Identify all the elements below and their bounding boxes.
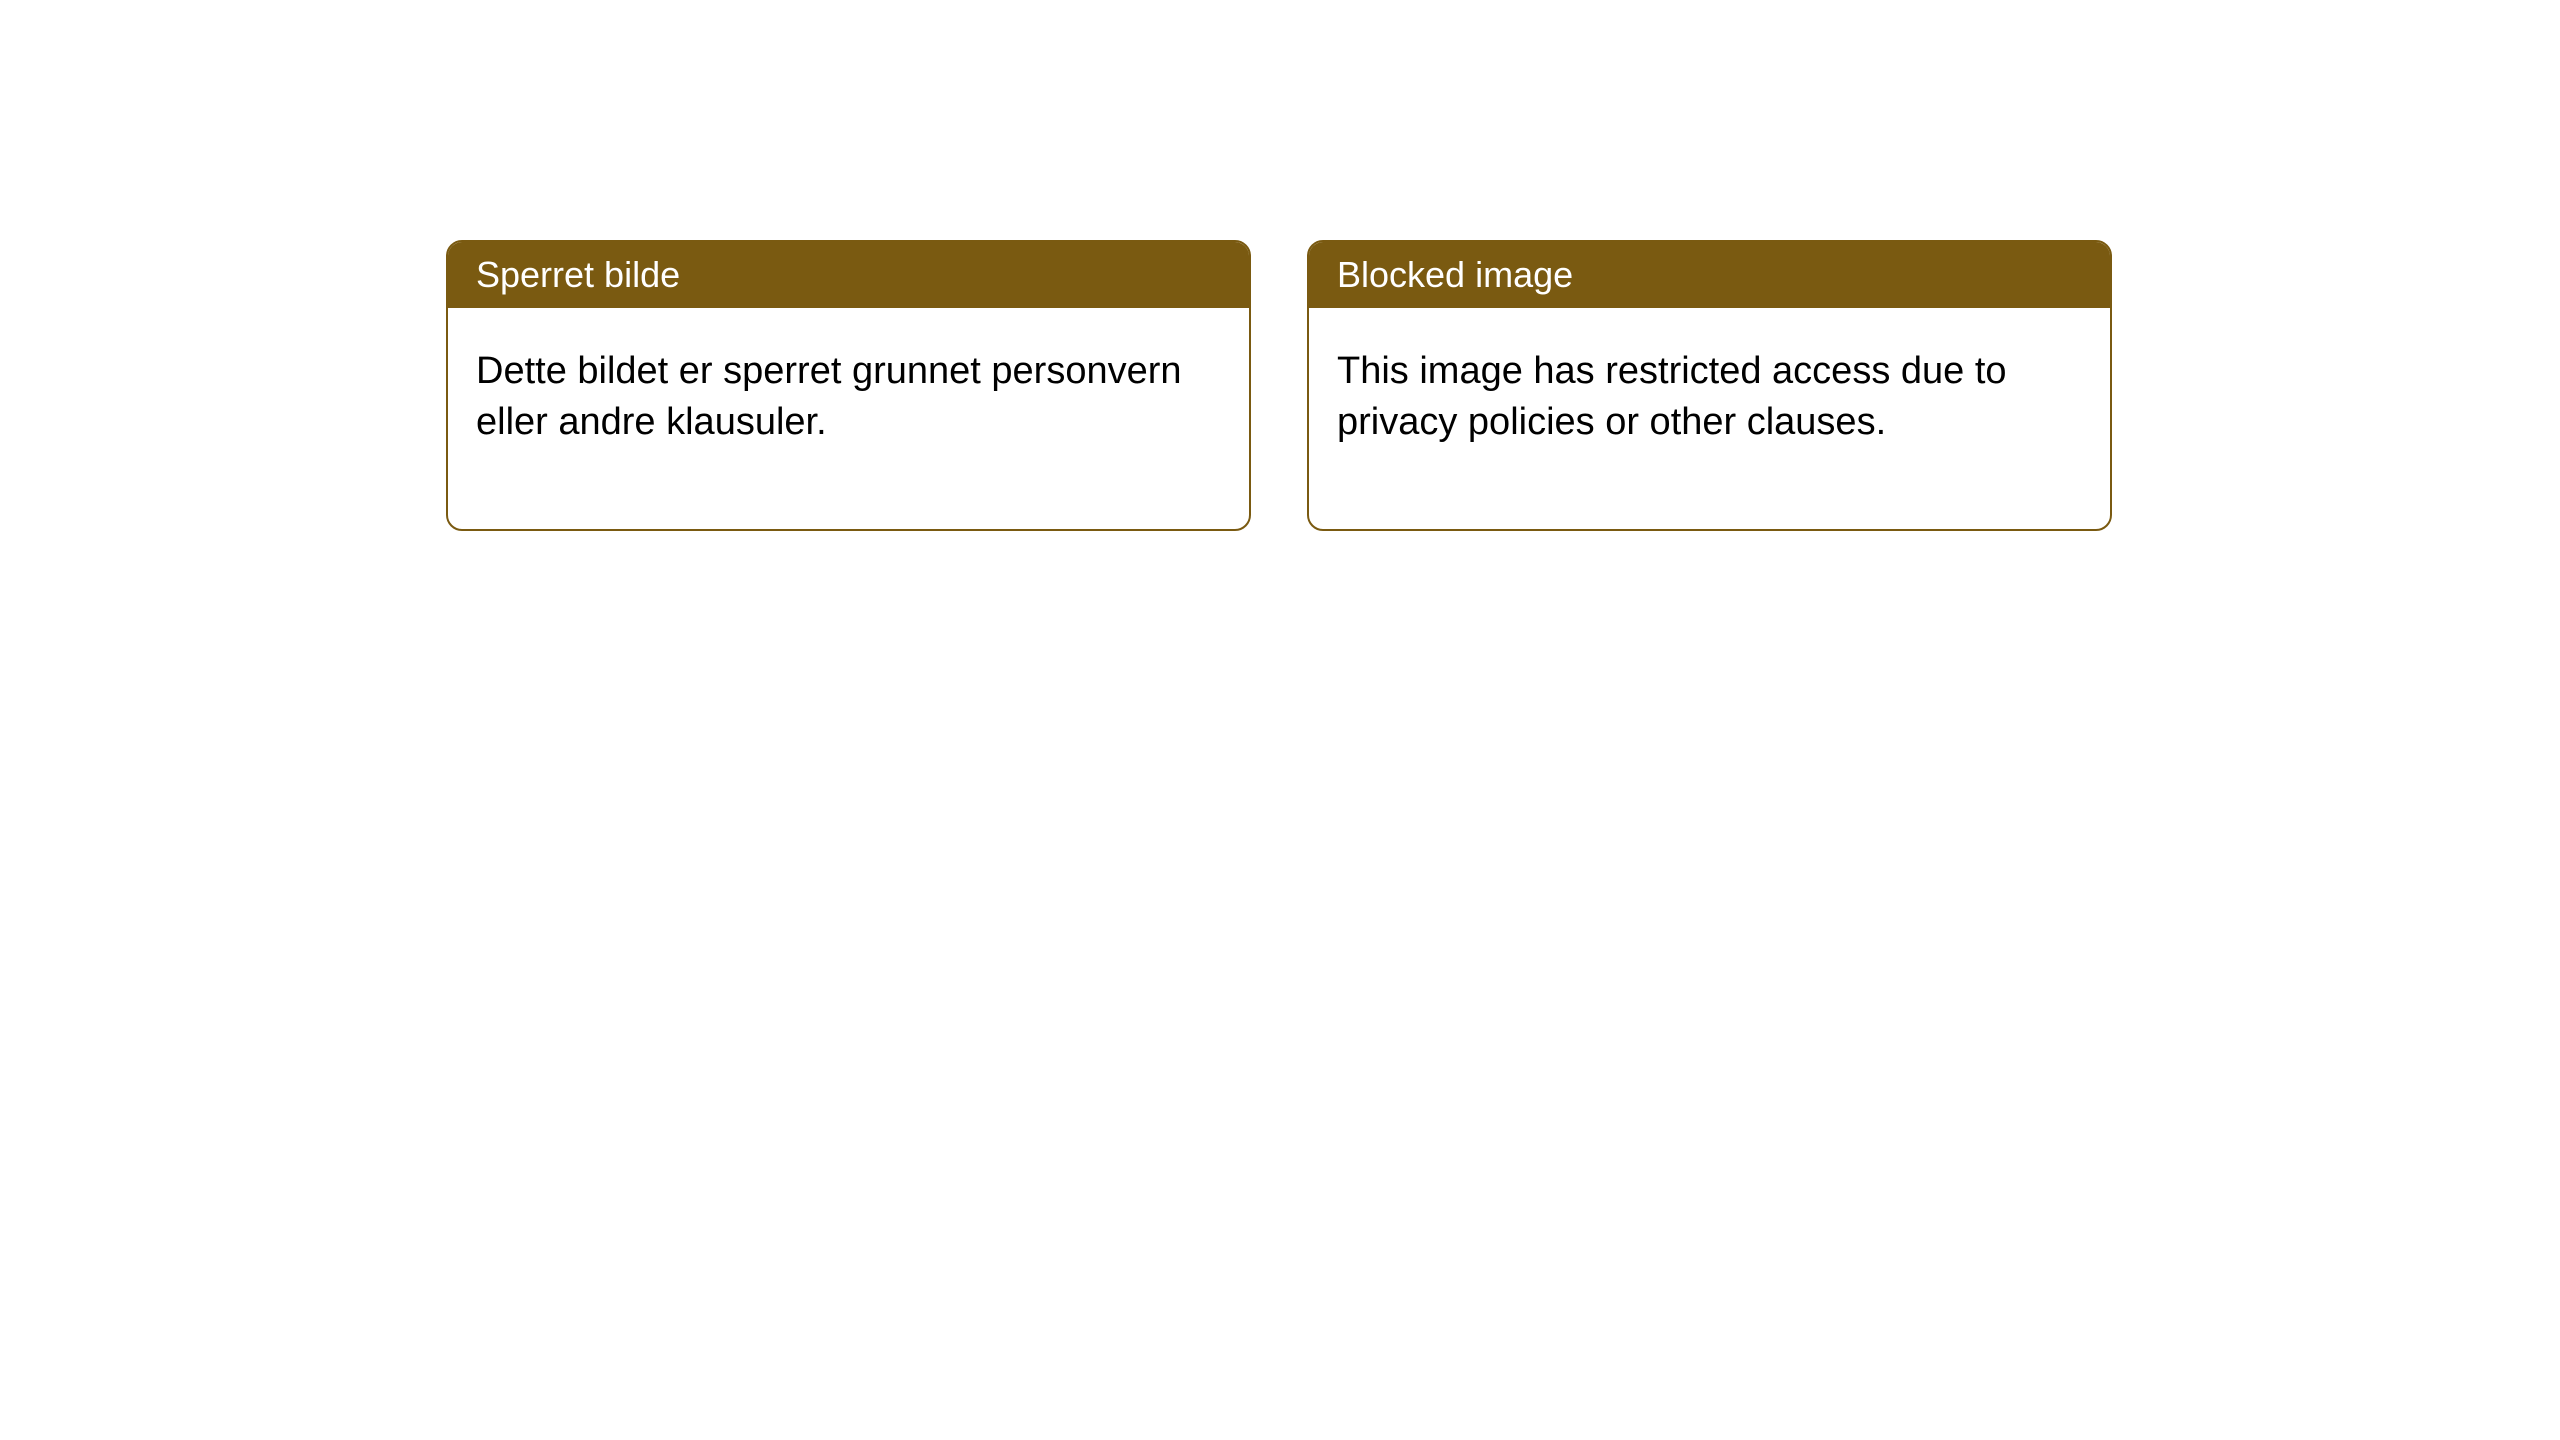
- notice-body: Dette bildet er sperret grunnet personve…: [448, 308, 1249, 529]
- notice-container: Sperret bilde Dette bildet er sperret gr…: [446, 240, 2112, 531]
- notice-card-english: Blocked image This image has restricted …: [1307, 240, 2112, 531]
- notice-body: This image has restricted access due to …: [1309, 308, 2110, 529]
- notice-header: Blocked image: [1309, 242, 2110, 308]
- notice-header: Sperret bilde: [448, 242, 1249, 308]
- notice-card-norwegian: Sperret bilde Dette bildet er sperret gr…: [446, 240, 1251, 531]
